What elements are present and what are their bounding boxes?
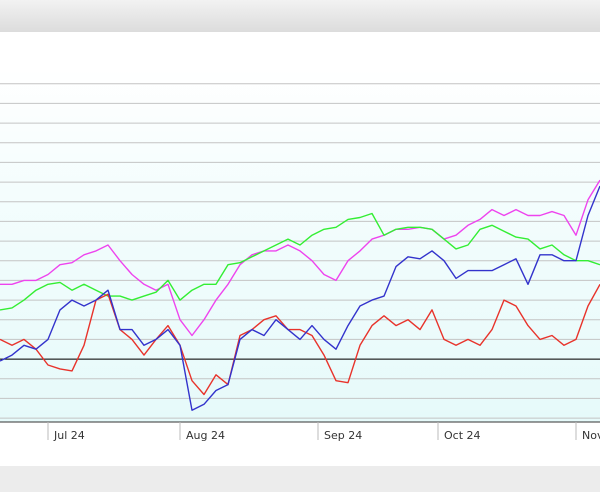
x-axis: Jul 24 Aug 24 Sep 24 Oct 24 Nov — [0, 421, 600, 442]
grid — [0, 83, 600, 419]
series-line — [0, 212, 600, 311]
top-bar — [0, 0, 600, 32]
x-tick-label: Jul 24 — [53, 429, 85, 442]
x-tick-label: Oct 24 — [444, 429, 481, 442]
series-line — [0, 283, 600, 396]
x-tick-label: Aug 24 — [186, 429, 225, 442]
bottom-bar — [0, 466, 600, 492]
series-line — [0, 185, 600, 411]
series-line — [0, 179, 600, 337]
lines — [0, 179, 600, 411]
x-tick-label: Sep 24 — [324, 429, 362, 442]
x-tick-label: Nov — [582, 429, 600, 442]
